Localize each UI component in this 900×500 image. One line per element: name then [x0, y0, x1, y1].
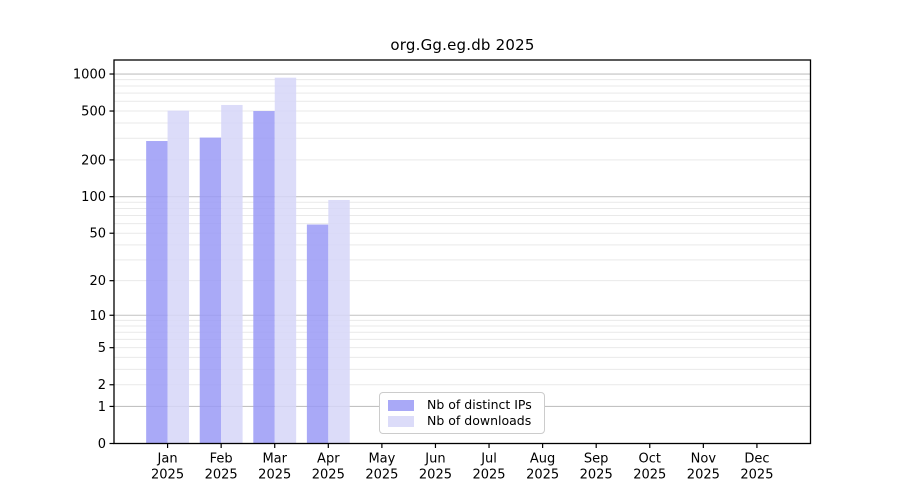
x-axis-month-label: Apr	[317, 452, 340, 467]
y-axis-tick-label: 5	[98, 341, 106, 356]
y-axis-tick-label: 0	[98, 437, 106, 452]
y-axis-tick-label: 500	[81, 105, 106, 120]
x-axis-year-label: 2025	[419, 468, 452, 483]
x-axis-year-label: 2025	[205, 468, 238, 483]
x-axis-year-label: 2025	[365, 468, 398, 483]
legend-item-distinct-ips: Nb of distinct IPs	[388, 398, 532, 412]
legend: Nb of distinct IPs Nb of downloads	[379, 392, 545, 434]
y-axis-tick-label: 2	[98, 378, 106, 393]
x-axis-month-label: Oct	[639, 452, 661, 467]
legend-label-downloads: Nb of downloads	[427, 413, 532, 428]
x-axis-month-label: Jul	[480, 452, 497, 467]
x-axis-year-label: 2025	[151, 468, 184, 483]
x-axis-year-label: 2025	[258, 468, 291, 483]
x-axis-month-label: Jun	[424, 452, 445, 467]
bar-distinct-ips	[199, 137, 222, 444]
x-axis-month-label: Jan	[157, 452, 178, 467]
y-axis-tick-label: 1000	[73, 68, 106, 83]
y-axis-tick-label: 100	[81, 190, 106, 205]
legend-swatch-distinct-ips	[388, 399, 414, 411]
plot-frame	[113, 59, 812, 445]
x-axis-month-label: Feb	[210, 452, 233, 467]
x-axis-month-label: Dec	[744, 452, 769, 467]
x-axis-year-label: 2025	[580, 468, 613, 483]
y-axis-tick-label: 10	[89, 309, 106, 324]
bar-distinct-ips	[253, 111, 275, 444]
y-axis-tick-label: 1	[98, 400, 106, 415]
bar-downloads	[221, 104, 243, 444]
x-axis-year-label: 2025	[312, 468, 345, 483]
bar-downloads	[328, 199, 350, 444]
bar-distinct-ips	[146, 141, 168, 444]
x-axis-month-label: Aug	[530, 452, 555, 467]
y-axis-tick-label: 200	[81, 153, 106, 168]
bar-downloads	[274, 77, 297, 444]
legend-swatch-downloads	[388, 415, 414, 427]
x-axis-year-label: 2025	[633, 468, 666, 483]
x-axis-year-label: 2025	[472, 468, 505, 483]
y-axis-tick-label: 50	[89, 227, 106, 242]
x-axis-year-label: 2025	[687, 468, 720, 483]
x-axis-month-label: May	[368, 452, 395, 467]
x-axis-year-label: 2025	[740, 468, 773, 483]
bar-downloads	[167, 110, 190, 444]
x-axis-year-label: 2025	[526, 468, 559, 483]
y-axis-tick-label: 20	[89, 274, 106, 289]
legend-item-downloads: Nb of downloads	[388, 414, 532, 428]
x-axis-month-label: Sep	[584, 452, 609, 467]
x-axis-month-label: Nov	[691, 452, 717, 467]
bar-distinct-ips	[306, 224, 329, 444]
legend-label-distinct-ips: Nb of distinct IPs	[427, 397, 532, 412]
x-axis-month-label: Mar	[262, 452, 287, 467]
chart-title: org.Gg.eg.db 2025	[390, 36, 535, 54]
